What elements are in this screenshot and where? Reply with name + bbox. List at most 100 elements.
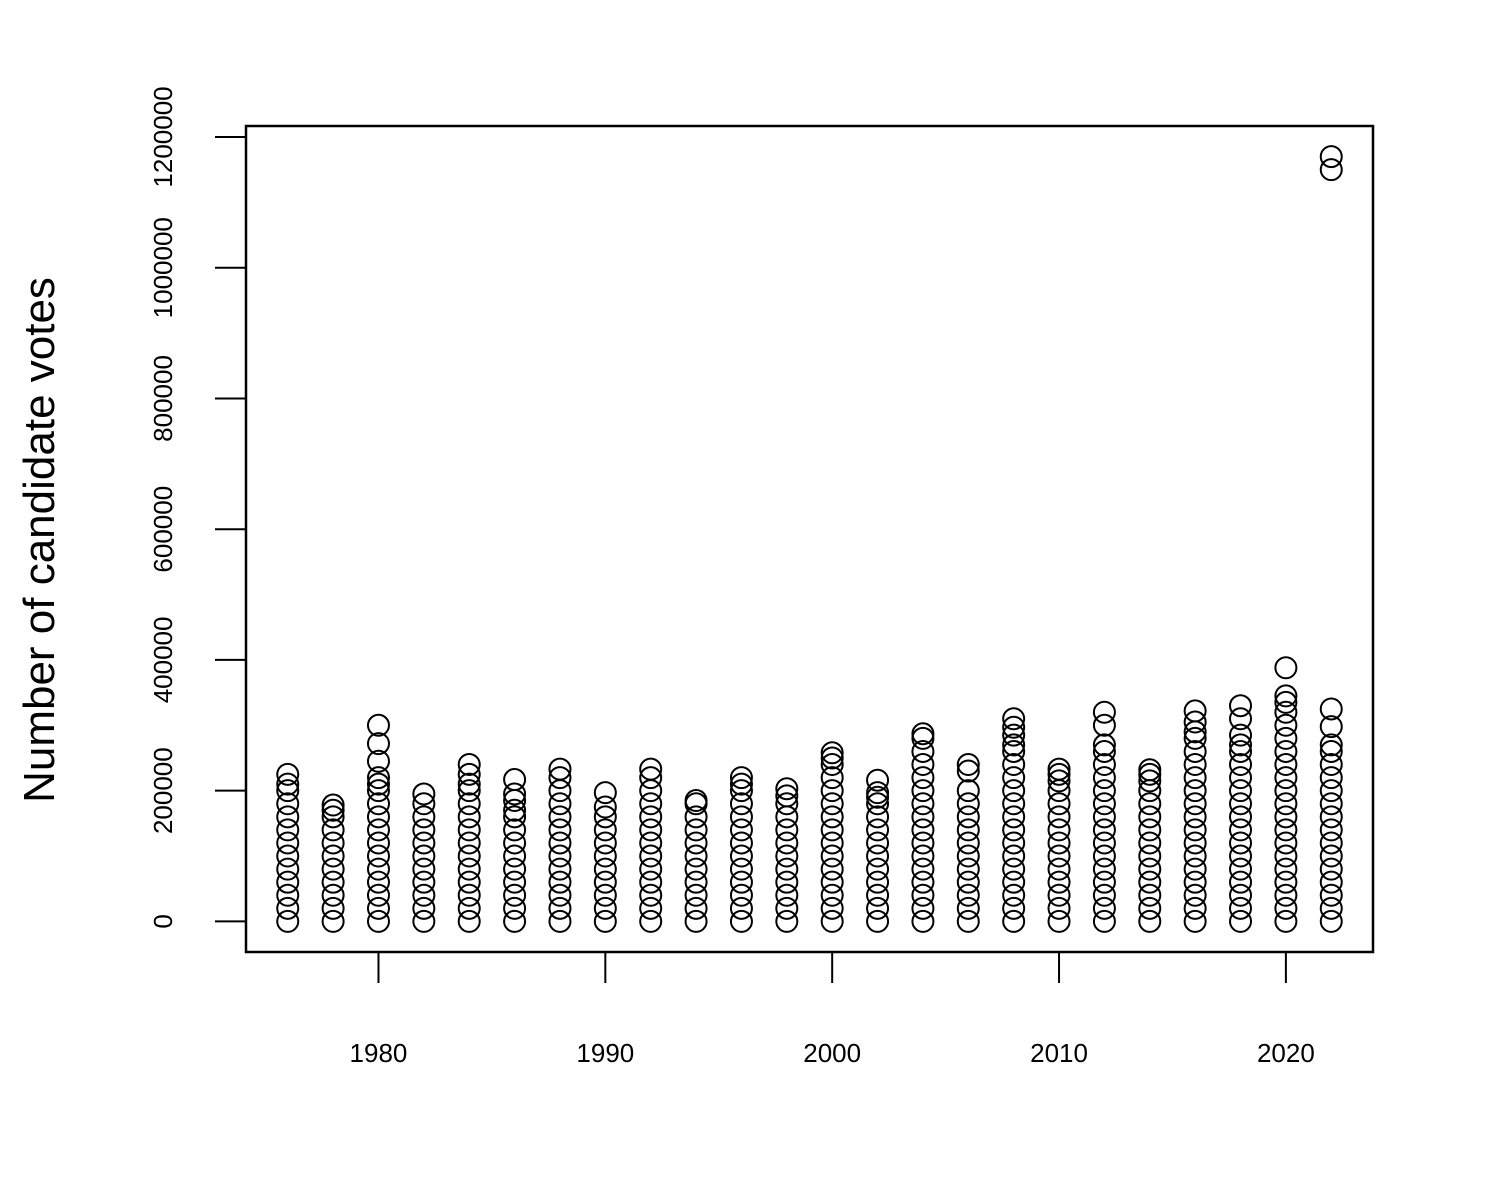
- point: [503, 857, 527, 881]
- point: [1319, 805, 1343, 829]
- point: [729, 805, 753, 829]
- point: [1229, 844, 1253, 868]
- point: [1229, 883, 1253, 907]
- point: [593, 781, 617, 805]
- point: [412, 805, 436, 829]
- point: [820, 831, 844, 855]
- point: [1047, 870, 1071, 894]
- x-tick-label: 2020: [1257, 1038, 1315, 1068]
- point: [775, 883, 799, 907]
- point: [1274, 909, 1298, 933]
- point: [1092, 896, 1116, 920]
- point: [366, 844, 390, 868]
- y-tick-label: 0: [148, 914, 178, 928]
- point: [1183, 710, 1207, 734]
- point: [1092, 883, 1116, 907]
- point: [412, 782, 436, 806]
- point: [503, 896, 527, 920]
- point: [820, 805, 844, 829]
- point: [866, 870, 890, 894]
- point: [775, 857, 799, 881]
- point: [366, 713, 390, 737]
- point: [503, 805, 527, 829]
- point: [1229, 896, 1253, 920]
- point: [639, 831, 663, 855]
- point: [911, 753, 935, 777]
- point: [1274, 700, 1298, 724]
- point: [1274, 844, 1298, 868]
- point: [1183, 870, 1207, 894]
- point: [1138, 909, 1162, 933]
- point: [366, 831, 390, 855]
- point: [321, 896, 345, 920]
- point: [1183, 792, 1207, 816]
- point: [503, 798, 527, 822]
- point: [366, 818, 390, 842]
- point: [1047, 757, 1071, 781]
- point: [321, 909, 345, 933]
- point: [1229, 870, 1253, 894]
- point: [457, 857, 481, 881]
- point: [503, 870, 527, 894]
- point: [639, 844, 663, 868]
- point: [1002, 753, 1026, 777]
- point: [866, 792, 890, 816]
- point: [1183, 779, 1207, 803]
- point: [1092, 909, 1116, 933]
- point: [1319, 909, 1343, 933]
- point: [276, 909, 300, 933]
- point: [548, 766, 572, 790]
- point: [1047, 857, 1071, 881]
- point: [1092, 805, 1116, 829]
- point: [1138, 857, 1162, 881]
- point: [276, 779, 300, 803]
- point: [820, 753, 844, 777]
- point: [548, 844, 572, 868]
- point: [684, 909, 708, 933]
- point: [276, 762, 300, 786]
- point: [684, 896, 708, 920]
- point: [866, 781, 890, 805]
- point: [548, 831, 572, 855]
- point: [412, 818, 436, 842]
- point: [457, 805, 481, 829]
- point: [412, 831, 436, 855]
- point: [503, 909, 527, 933]
- point: [412, 844, 436, 868]
- point: [1138, 818, 1162, 842]
- point: [548, 805, 572, 829]
- point: [911, 909, 935, 933]
- point: [729, 857, 753, 881]
- point: [1138, 805, 1162, 829]
- point: [775, 792, 799, 816]
- point: [366, 749, 390, 773]
- point: [1002, 723, 1026, 747]
- point: [1183, 831, 1207, 855]
- point: [1047, 844, 1071, 868]
- point: [321, 798, 345, 822]
- point: [1092, 753, 1116, 777]
- point: [1138, 896, 1162, 920]
- point: [593, 857, 617, 881]
- point: [866, 818, 890, 842]
- point: [1319, 896, 1343, 920]
- point: [276, 896, 300, 920]
- point: [1274, 766, 1298, 790]
- point: [548, 883, 572, 907]
- point: [457, 818, 481, 842]
- point: [321, 883, 345, 907]
- point: [1092, 870, 1116, 894]
- point: [321, 870, 345, 894]
- plot-box: [244, 124, 1375, 954]
- point: [729, 766, 753, 790]
- point: [593, 896, 617, 920]
- point: [1092, 766, 1116, 790]
- point: [1183, 726, 1207, 750]
- point: [593, 909, 617, 933]
- point: [366, 792, 390, 816]
- point: [412, 909, 436, 933]
- point: [956, 870, 980, 894]
- point: [1047, 769, 1071, 793]
- point: [1229, 723, 1253, 747]
- point: [684, 805, 708, 829]
